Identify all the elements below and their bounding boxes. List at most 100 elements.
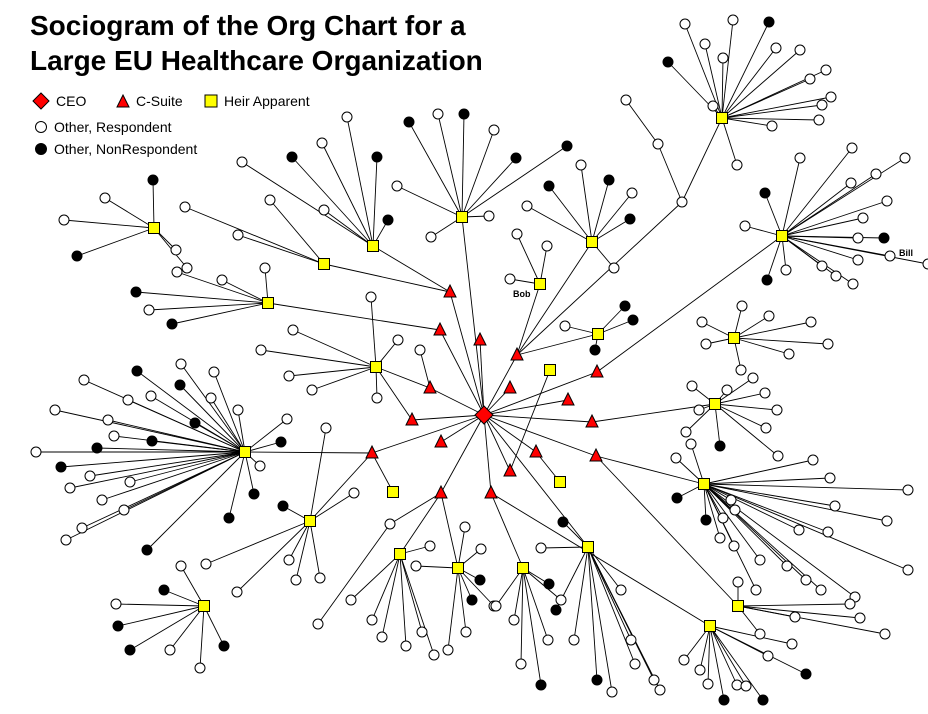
nonrespondent-node [761,274,773,286]
respondent-node [725,494,737,506]
respondent-node [714,532,726,544]
edge [237,234,325,265]
heir-apparent-node [239,446,251,458]
nonrespondent-circle-icon [35,143,47,155]
respondent-node [793,524,805,536]
respondent-node [535,542,547,554]
respondent-node [164,644,176,656]
edge [721,117,773,127]
nonrespondent-node [146,435,158,447]
nonrespondent-node [124,644,136,656]
respondent-node [608,262,620,274]
edge [703,483,888,522]
heir-apparent-node [387,486,399,498]
edge [721,78,811,119]
edge [781,147,853,237]
edge [323,263,451,293]
edge [690,443,705,485]
legend-label-csuite: C-Suite [136,93,183,109]
respondent-node [685,438,697,450]
respondent-node [754,554,766,566]
respondent-node [922,258,928,270]
edge [703,483,761,561]
respondent-node [780,264,792,276]
edge [236,520,311,593]
respondent-node [680,426,692,438]
edge [704,43,723,119]
nonrespondent-node [277,500,289,512]
respondent-node [702,678,714,690]
respondent-node [108,430,120,442]
respondent-node [781,560,793,572]
edge [483,414,537,453]
respondent-node [717,512,729,524]
edge [146,451,246,551]
edge [429,387,485,416]
csuite-node [434,484,448,499]
respondent-node [822,338,834,350]
edge [117,605,205,627]
edge [180,363,246,453]
respondent-node [830,270,842,282]
respondent-node [110,598,122,610]
respondent-circle-icon [35,121,47,133]
respondent-node [341,111,353,123]
edge [781,235,823,267]
respondent-node [460,626,472,638]
edge [241,161,374,247]
respondent-node [575,159,587,171]
respondent-node [231,586,243,598]
respondent-node [521,200,533,212]
edge [194,422,246,453]
edge [479,339,485,416]
respondent-node [759,387,771,399]
nonrespondent-node [158,584,170,596]
edge [591,218,631,243]
heir-apparent-node [709,398,721,410]
edge [457,526,466,569]
edge [370,296,377,368]
csuite-node [365,444,379,459]
respondent-node [654,684,666,696]
csuite-node [561,391,575,406]
respondent-node [483,210,495,222]
ceo-diamond-icon [32,92,50,110]
edge [461,145,568,218]
edge [781,200,888,237]
respondent-node [488,124,500,136]
respondent-node [58,214,70,226]
nonrespondent-node [700,514,712,526]
edge [63,219,155,229]
edge [703,483,800,531]
respondent-node [30,446,42,458]
respondent-node [884,250,896,262]
edge [309,452,373,522]
legend-item-heir: Heir Apparent [204,88,310,114]
nonrespondent-node [535,679,547,691]
edge [135,291,269,304]
nonrespondent-node [147,174,159,186]
edge [323,209,374,247]
edge [129,451,246,483]
edge [199,605,205,669]
respondent-node [508,614,520,626]
edge [657,143,683,203]
respondent-node [306,384,318,396]
csuite-node [434,433,448,448]
edge [81,451,246,529]
edge [781,157,906,237]
heir-apparent-node [544,364,556,376]
respondent-node [283,554,295,566]
respondent-node [542,634,554,646]
edge [291,156,374,247]
edge [457,567,467,633]
edge [440,414,485,443]
heir-apparent-node [554,476,566,488]
nonrespondent-node [510,152,522,164]
respondent-node [232,229,244,241]
csuite-node [473,331,487,346]
edge [522,567,542,686]
nonrespondent-node [189,417,201,429]
edge [587,546,636,665]
respondent-node [789,611,801,623]
